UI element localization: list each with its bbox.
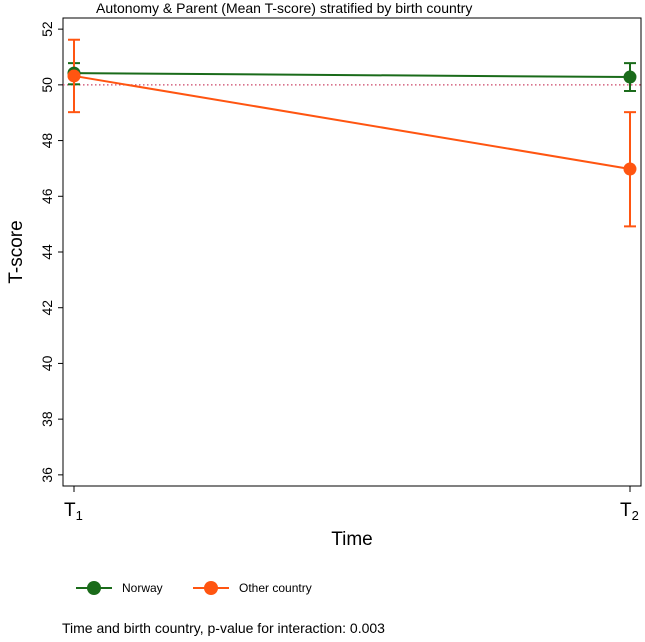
- y-tick-label-46: 46: [39, 188, 55, 204]
- y-tick-label-40: 40: [39, 355, 55, 371]
- legend-swatch-other-country: [193, 576, 229, 600]
- y-tick-label-36: 36: [39, 467, 55, 483]
- x-tick-label-sub-0: 1: [76, 508, 83, 523]
- y-axis: 36 38 40 42 44 46 48 50 52: [39, 21, 63, 483]
- chart-title: Autonomy & Parent (Mean T-score) stratif…: [96, 0, 473, 16]
- y-tick-label-38: 38: [39, 411, 55, 427]
- legend: Norway Other country: [0, 576, 645, 600]
- y-tick-label-50: 50: [39, 77, 55, 93]
- x-axis: T1 T2: [64, 486, 639, 523]
- series-line-norway: [73, 72, 631, 79]
- legend-dot-other-country: [204, 581, 218, 595]
- series-line-other-country: [73, 74, 631, 170]
- data-points: [67, 66, 637, 176]
- legend-item-other-country: Other country: [193, 576, 312, 600]
- error-bars: [68, 38, 636, 228]
- x-tick-label-main-1: T: [620, 500, 632, 521]
- y-tick-label-52: 52: [39, 21, 55, 37]
- series-lines: [73, 72, 631, 170]
- legend-label-norway: Norway: [122, 581, 163, 595]
- y-axis-label: T-score: [6, 220, 27, 283]
- data-point-other-country-1: [623, 162, 637, 176]
- y-tick-label-42: 42: [39, 300, 55, 316]
- x-axis-label: Time: [331, 529, 373, 550]
- data-point-norway-1: [623, 70, 637, 84]
- legend-item-norway: Norway: [76, 576, 163, 600]
- x-tick-label-1: T2: [620, 500, 639, 523]
- interaction-footnote: Time and birth country, p-value for inte…: [62, 620, 385, 636]
- x-tick-label-sub-1: 2: [632, 508, 639, 523]
- y-tick-label-44: 44: [39, 244, 55, 260]
- x-tick-label-0: T1: [64, 500, 83, 523]
- y-tick-label-48: 48: [39, 133, 55, 149]
- x-tick-label-main-0: T: [64, 500, 76, 521]
- legend-swatch-norway: [76, 576, 112, 600]
- data-point-other-country-0: [67, 69, 81, 83]
- legend-label-other-country: Other country: [239, 581, 312, 595]
- legend-dot-norway: [87, 581, 101, 595]
